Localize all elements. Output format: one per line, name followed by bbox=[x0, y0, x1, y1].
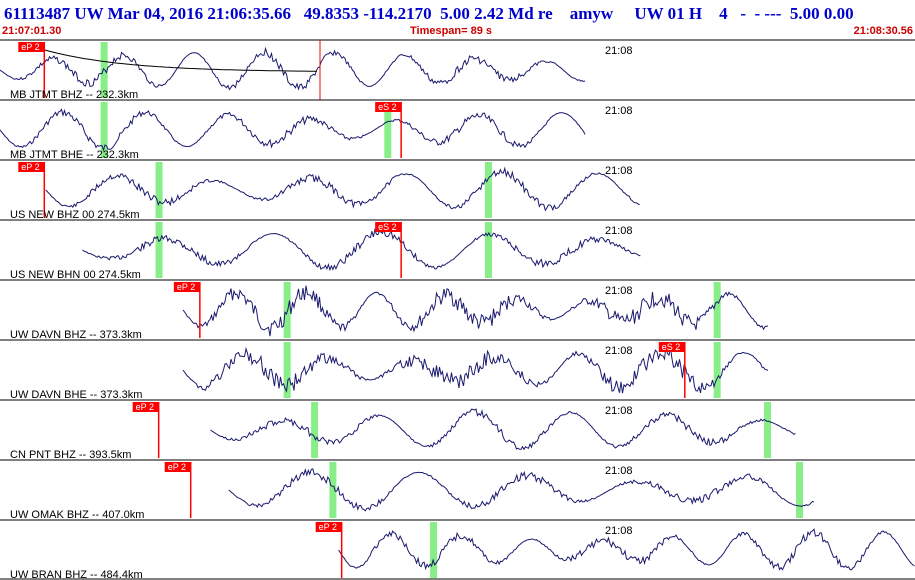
phase-window-marker bbox=[764, 402, 772, 458]
phase-window-marker bbox=[283, 342, 291, 398]
time-mark-label: 21:08 bbox=[605, 105, 633, 117]
time-mark-label: 21:08 bbox=[605, 465, 633, 477]
station-label: UW DAVN BHE -- 373.3km bbox=[10, 389, 142, 401]
timespan-label: Timespan= 89 s bbox=[410, 25, 493, 37]
pick-flag[interactable] bbox=[375, 102, 402, 112]
phase-window-marker bbox=[484, 222, 492, 278]
phase-window-marker bbox=[283, 282, 291, 338]
pick-label: eP 2 bbox=[21, 42, 39, 52]
pick-label: eP 2 bbox=[136, 402, 154, 412]
waveform-trace[interactable] bbox=[82, 227, 641, 272]
phase-window-marker bbox=[430, 522, 438, 578]
phase-window-marker bbox=[796, 462, 804, 518]
pick-flag[interactable] bbox=[18, 162, 45, 172]
event-header: 61113487 UW Mar 04, 2016 21:06:35.66 49.… bbox=[0, 0, 915, 40]
time-mark-label: 21:08 bbox=[605, 405, 633, 417]
phase-window-marker bbox=[329, 462, 337, 518]
arrival-curve bbox=[44, 49, 318, 72]
station-label: CN PNT BHZ -- 393.5km bbox=[10, 449, 131, 461]
pick-label: eP 2 bbox=[177, 282, 195, 292]
pick-label: eS 2 bbox=[662, 342, 681, 352]
waveform-trace[interactable] bbox=[0, 46, 586, 91]
time-mark-label: 21:08 bbox=[605, 45, 633, 57]
station-label: UW DAVN BHZ -- 373.3km bbox=[10, 329, 142, 341]
station-label: UW BRAN BHZ -- 484.4km bbox=[10, 569, 143, 580]
phase-window-marker bbox=[484, 162, 492, 218]
event-summary-line: 61113487 UW Mar 04, 2016 21:06:35.66 49.… bbox=[4, 4, 854, 23]
time-mark-label: 21:08 bbox=[605, 285, 633, 297]
time-mark-label: 21:08 bbox=[605, 345, 633, 357]
station-label: MB JTMT BHZ -- 232.3km bbox=[10, 89, 138, 101]
pick-label: eP 2 bbox=[319, 522, 337, 532]
pick-flag[interactable] bbox=[18, 42, 45, 52]
phase-window-marker bbox=[713, 342, 721, 398]
phase-window-marker bbox=[713, 282, 721, 338]
time-mark-label: 21:08 bbox=[605, 225, 633, 237]
time-mark-label: 21:08 bbox=[605, 525, 633, 537]
pick-flag[interactable] bbox=[375, 222, 402, 232]
waveform-trace[interactable] bbox=[182, 285, 769, 337]
pick-flag[interactable] bbox=[315, 522, 342, 532]
window-start-time: 21:07:01.30 bbox=[2, 25, 62, 37]
waveform-trace[interactable] bbox=[228, 468, 814, 512]
station-label: US NEW BHN 00 274.5km bbox=[10, 269, 141, 281]
waveform-trace[interactable] bbox=[182, 345, 769, 394]
phase-window-marker bbox=[384, 102, 392, 158]
pick-label: eS 2 bbox=[378, 222, 397, 232]
station-label: UW OMAK BHZ -- 407.0km bbox=[10, 509, 144, 521]
pick-flag[interactable] bbox=[658, 342, 685, 352]
station-label: US NEW BHZ 00 274.5km bbox=[10, 209, 140, 221]
pick-label: eP 2 bbox=[168, 462, 186, 472]
time-mark-label: 21:08 bbox=[605, 165, 633, 177]
waveform-trace[interactable] bbox=[45, 166, 640, 212]
phase-window-marker bbox=[155, 162, 163, 218]
pick-flag[interactable] bbox=[173, 282, 200, 292]
phase-window-marker bbox=[311, 402, 319, 458]
waveform-trace[interactable] bbox=[338, 528, 915, 571]
pick-label: eS 2 bbox=[378, 102, 397, 112]
waveform-trace[interactable] bbox=[0, 108, 586, 152]
phase-window-marker bbox=[100, 102, 108, 158]
window-end-time: 21:08:30.56 bbox=[853, 25, 913, 37]
waveform-trace[interactable] bbox=[210, 408, 796, 451]
phase-window-marker bbox=[155, 222, 163, 278]
pick-flag[interactable] bbox=[164, 462, 191, 472]
pick-label: eP 2 bbox=[21, 162, 39, 172]
station-label: MB JTMT BHE -- 232.3km bbox=[10, 149, 139, 161]
pick-flag[interactable] bbox=[132, 402, 159, 412]
